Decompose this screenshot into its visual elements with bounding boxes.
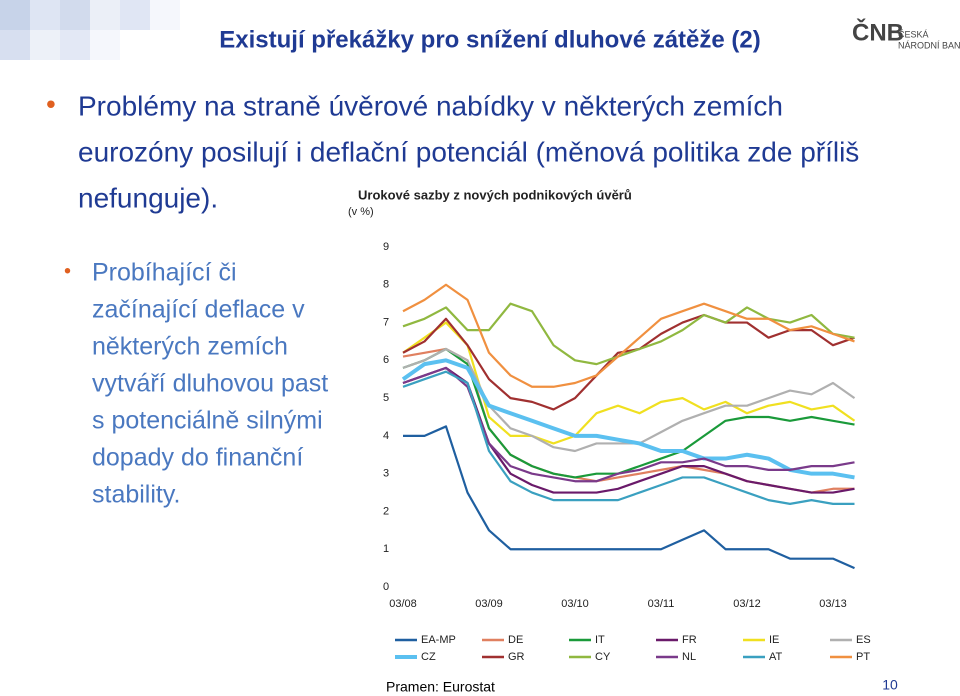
legend-label: PT	[856, 651, 870, 663]
x-tick-label: 03/13	[819, 598, 847, 610]
logo-line2: NÁRODNÍ BANKA	[898, 40, 960, 50]
series-line	[403, 425, 855, 570]
bullet-line: Problémy na straně úvěrové nabídky v něk…	[78, 90, 783, 121]
legend-label: ES	[856, 634, 871, 646]
page-number: 10	[882, 677, 898, 693]
bullet-line: nefunguje).	[78, 182, 218, 213]
legend-label: NL	[682, 651, 696, 663]
source: Pramen: Eurostat	[386, 679, 495, 695]
subbullet-line: vytváří dluhovou past	[92, 370, 328, 398]
legend-label: CY	[595, 651, 611, 663]
y-tick-label: 0	[383, 581, 389, 593]
y-tick-label: 4	[383, 430, 389, 442]
subbullet-line: stability.	[92, 481, 180, 509]
y-tick-label: 2	[383, 505, 389, 517]
legend-label: AT	[769, 651, 783, 663]
slide-title: Existují překážky pro snížení dluhové zá…	[219, 26, 761, 53]
legend-label: IE	[769, 634, 779, 646]
y-tick-label: 9	[383, 241, 389, 253]
x-tick-label: 03/11	[648, 598, 675, 610]
y-tick-label: 7	[383, 316, 389, 328]
chart-subtitle: (v %)	[348, 206, 374, 218]
legend-label: FR	[682, 634, 697, 646]
series-line	[402, 283, 855, 388]
series-line	[402, 302, 855, 366]
chart-title: Urokové sazby z nových podnikových úvěrů	[358, 187, 632, 202]
legend-label: EA-MP	[421, 634, 456, 646]
subbullet-line: dopady do finanční	[92, 444, 303, 472]
subbullet-line: některých zemích	[92, 333, 288, 361]
series-line	[402, 347, 855, 479]
bullet-mark: •	[46, 88, 56, 119]
decoration	[0, 0, 180, 60]
y-tick-label: 1	[383, 543, 389, 555]
series-line	[402, 370, 855, 505]
legend-label: CZ	[421, 651, 436, 663]
logo-line1: ČESKÁ	[898, 29, 929, 39]
x-tick-label: 03/12	[733, 598, 761, 610]
subbullet-line: Probíhající či	[92, 259, 237, 287]
x-tick-label: 03/08	[389, 598, 417, 610]
subbullet-mark: •	[64, 260, 71, 282]
series-line	[402, 313, 855, 411]
x-tick-label: 03/10	[561, 598, 589, 610]
logo-main: ČNB	[852, 18, 904, 46]
subbullet-line: začínající deflace v	[92, 296, 305, 324]
y-tick-label: 5	[383, 392, 389, 404]
legend-label: IT	[595, 634, 605, 646]
legend-label: DE	[508, 634, 523, 646]
y-tick-label: 3	[383, 468, 389, 480]
bullet-line: eurozóny posilují i deflační potenciál (…	[78, 136, 859, 167]
x-tick-label: 03/09	[475, 598, 503, 610]
y-tick-label: 6	[383, 354, 389, 366]
y-tick-label: 8	[383, 279, 389, 291]
series-line	[401, 358, 855, 480]
subbullet-line: s potenciálně silnými	[92, 407, 323, 435]
legend-label: GR	[508, 651, 525, 663]
